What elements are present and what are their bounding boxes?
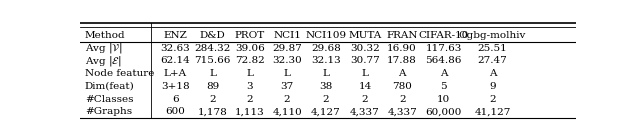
Text: 29.68: 29.68: [311, 44, 341, 53]
Text: A: A: [440, 69, 447, 78]
Text: 39.06: 39.06: [235, 44, 265, 53]
Text: 2: 2: [362, 95, 368, 104]
Text: 30.32: 30.32: [350, 44, 380, 53]
Text: CIFAR-10: CIFAR-10: [419, 31, 468, 40]
Text: ENZ: ENZ: [164, 31, 188, 40]
Text: L: L: [284, 69, 291, 78]
Text: 2: 2: [489, 95, 496, 104]
Text: 72.82: 72.82: [235, 56, 265, 65]
Text: 4,337: 4,337: [350, 107, 380, 116]
Text: 4,337: 4,337: [387, 107, 417, 116]
Text: 2: 2: [284, 95, 291, 104]
Text: 117.63: 117.63: [426, 44, 461, 53]
Text: NCI109: NCI109: [305, 31, 347, 40]
Text: 25.51: 25.51: [477, 44, 508, 53]
Text: NCI1: NCI1: [273, 31, 301, 40]
Text: 29.87: 29.87: [272, 44, 302, 53]
Text: 1,178: 1,178: [198, 107, 228, 116]
Text: Avg $|\mathcal{V}|$: Avg $|\mathcal{V}|$: [85, 41, 123, 55]
Text: 2: 2: [246, 95, 253, 104]
Text: L: L: [323, 69, 330, 78]
Text: 4,127: 4,127: [311, 107, 341, 116]
Text: 9: 9: [489, 82, 496, 91]
Text: 1,113: 1,113: [235, 107, 265, 116]
Text: 284.32: 284.32: [195, 44, 231, 53]
Text: 32.13: 32.13: [311, 56, 341, 65]
Text: D&D: D&D: [200, 31, 225, 40]
Text: 780: 780: [392, 82, 412, 91]
Text: 62.14: 62.14: [161, 56, 190, 65]
Text: 16.90: 16.90: [387, 44, 417, 53]
Text: L: L: [209, 69, 216, 78]
Text: 38: 38: [319, 82, 333, 91]
Text: Avg $|\mathcal{E}|$: Avg $|\mathcal{E}|$: [85, 54, 122, 68]
Text: 17.88: 17.88: [387, 56, 417, 65]
Text: 600: 600: [166, 107, 186, 116]
Text: 5: 5: [440, 82, 447, 91]
Text: 41,127: 41,127: [474, 107, 511, 116]
Text: A: A: [399, 69, 406, 78]
Text: 27.47: 27.47: [477, 56, 508, 65]
Text: 715.66: 715.66: [195, 56, 231, 65]
Text: 60,000: 60,000: [426, 107, 461, 116]
Text: PROT: PROT: [235, 31, 265, 40]
Text: 2: 2: [209, 95, 216, 104]
Text: 14: 14: [358, 82, 372, 91]
Text: 37: 37: [280, 82, 294, 91]
Text: Dim(feat): Dim(feat): [85, 82, 134, 91]
Text: 32.63: 32.63: [161, 44, 190, 53]
Text: 564.86: 564.86: [426, 56, 461, 65]
Text: 10: 10: [437, 95, 450, 104]
Text: 32.30: 32.30: [272, 56, 302, 65]
Text: 2: 2: [323, 95, 330, 104]
Text: 3+18: 3+18: [161, 82, 190, 91]
Text: #Graphs: #Graphs: [85, 107, 132, 116]
Text: A: A: [489, 69, 496, 78]
Text: MUTA: MUTA: [348, 31, 381, 40]
Text: Ogbg-molhiv: Ogbg-molhiv: [459, 31, 526, 40]
Text: L: L: [246, 69, 253, 78]
Text: 89: 89: [206, 82, 220, 91]
Text: 4,110: 4,110: [272, 107, 302, 116]
Text: Method: Method: [85, 31, 125, 40]
Text: L+A: L+A: [164, 69, 187, 78]
Text: L: L: [362, 69, 369, 78]
Text: 3: 3: [246, 82, 253, 91]
Text: FRAN: FRAN: [387, 31, 418, 40]
Text: 6: 6: [172, 95, 179, 104]
Text: 2: 2: [399, 95, 406, 104]
Text: #Classes: #Classes: [85, 95, 134, 104]
Text: Node feature: Node feature: [85, 69, 154, 78]
Text: 30.77: 30.77: [350, 56, 380, 65]
